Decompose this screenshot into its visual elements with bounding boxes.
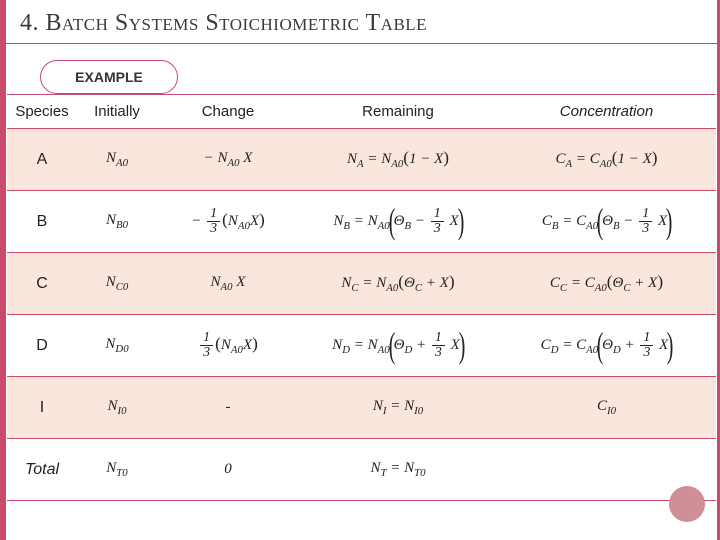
col-species: Species (7, 95, 77, 129)
cell-change: 13(NA0X) (157, 315, 299, 377)
col-change: Change (157, 95, 299, 129)
slide: 4. Batch Systems Stoichiometric Table EX… (0, 0, 720, 540)
cell-initially: NI0 (77, 377, 157, 439)
table-row: D ND0 13(NA0X) ND = NA0(ΘD + 13 X) CD = … (7, 315, 716, 377)
cell-remaining: NT = NT0 (299, 439, 497, 501)
col-initially: Initially (77, 95, 157, 129)
species-label: C (7, 253, 77, 315)
page-title: 4. Batch Systems Stoichiometric Table (6, 0, 717, 44)
species-label: I (7, 377, 77, 439)
cell-concentration: CA = CA0(1 − X) (497, 129, 716, 191)
table-row: B NB0 − 13(NA0X) NB = NA0(ΘB − 13 X) CB … (7, 191, 716, 253)
cell-initially: ND0 (77, 315, 157, 377)
cell-remaining: NC = NA0(ΘC + X) (299, 253, 497, 315)
species-label: Total (7, 439, 77, 501)
cell-concentration: CD = CA0(ΘD + 13 X) (497, 315, 716, 377)
species-label: B (7, 191, 77, 253)
cell-concentration: CI0 (497, 377, 716, 439)
col-remaining: Remaining (299, 95, 497, 129)
cell-remaining: ND = NA0(ΘD + 13 X) (299, 315, 497, 377)
cell-change: 0 (157, 439, 299, 501)
table-row: Total NT0 0 NT = NT0 (7, 439, 716, 501)
col-concentration: Concentration (497, 95, 716, 129)
cell-remaining: NB = NA0(ΘB − 13 X) (299, 191, 497, 253)
table-header-row: Species Initially Change Remaining Conce… (7, 95, 716, 129)
page-number-dot (669, 486, 705, 522)
example-badge: EXAMPLE (40, 60, 178, 94)
species-label: D (7, 315, 77, 377)
cell-concentration: CC = CA0(ΘC + X) (497, 253, 716, 315)
stoichiometric-table: Species Initially Change Remaining Conce… (7, 94, 716, 501)
cell-remaining: NA = NA0(1 − X) (299, 129, 497, 191)
table-row: I NI0 - NI = NI0 CI0 (7, 377, 716, 439)
cell-remaining: NI = NI0 (299, 377, 497, 439)
cell-concentration: CB = CA0(ΘB − 13 X) (497, 191, 716, 253)
species-label: A (7, 129, 77, 191)
cell-change: − NA0 X (157, 129, 299, 191)
cell-initially: NC0 (77, 253, 157, 315)
table-row: C NC0 NA0 X NC = NA0(ΘC + X) CC = CA0(ΘC… (7, 253, 716, 315)
cell-change: NA0 X (157, 253, 299, 315)
cell-change: − 13(NA0X) (157, 191, 299, 253)
cell-initially: NB0 (77, 191, 157, 253)
table-row: A NA0 − NA0 X NA = NA0(1 − X) CA = CA0(1… (7, 129, 716, 191)
cell-change: - (157, 377, 299, 439)
cell-initially: NT0 (77, 439, 157, 501)
cell-initially: NA0 (77, 129, 157, 191)
